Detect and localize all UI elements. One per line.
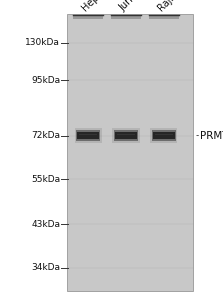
Text: PRMT5: PRMT5 bbox=[200, 130, 223, 141]
Bar bbox=[153, 132, 175, 139]
Text: 43kDa: 43kDa bbox=[31, 220, 60, 229]
Text: 34kDa: 34kDa bbox=[31, 263, 60, 272]
Bar bbox=[112, 128, 140, 143]
Bar bbox=[74, 128, 102, 143]
Bar bbox=[150, 128, 178, 143]
Bar bbox=[114, 130, 138, 141]
Bar bbox=[152, 130, 176, 141]
Bar bbox=[111, 15, 141, 19]
Bar bbox=[117, 134, 135, 135]
Bar bbox=[76, 130, 100, 141]
Text: 55kDa: 55kDa bbox=[31, 175, 60, 184]
Bar bbox=[115, 132, 137, 139]
Text: Jurkat: Jurkat bbox=[118, 0, 145, 13]
Text: 130kDa: 130kDa bbox=[25, 38, 60, 47]
Text: 72kDa: 72kDa bbox=[31, 131, 60, 140]
Bar bbox=[77, 132, 99, 139]
Text: 95kDa: 95kDa bbox=[31, 76, 60, 85]
Text: Raji: Raji bbox=[156, 0, 176, 13]
Text: HepG2: HepG2 bbox=[80, 0, 111, 13]
Bar bbox=[155, 134, 173, 135]
Bar bbox=[67, 14, 193, 291]
Bar bbox=[149, 15, 179, 19]
Bar bbox=[73, 15, 103, 19]
Bar bbox=[79, 134, 97, 135]
